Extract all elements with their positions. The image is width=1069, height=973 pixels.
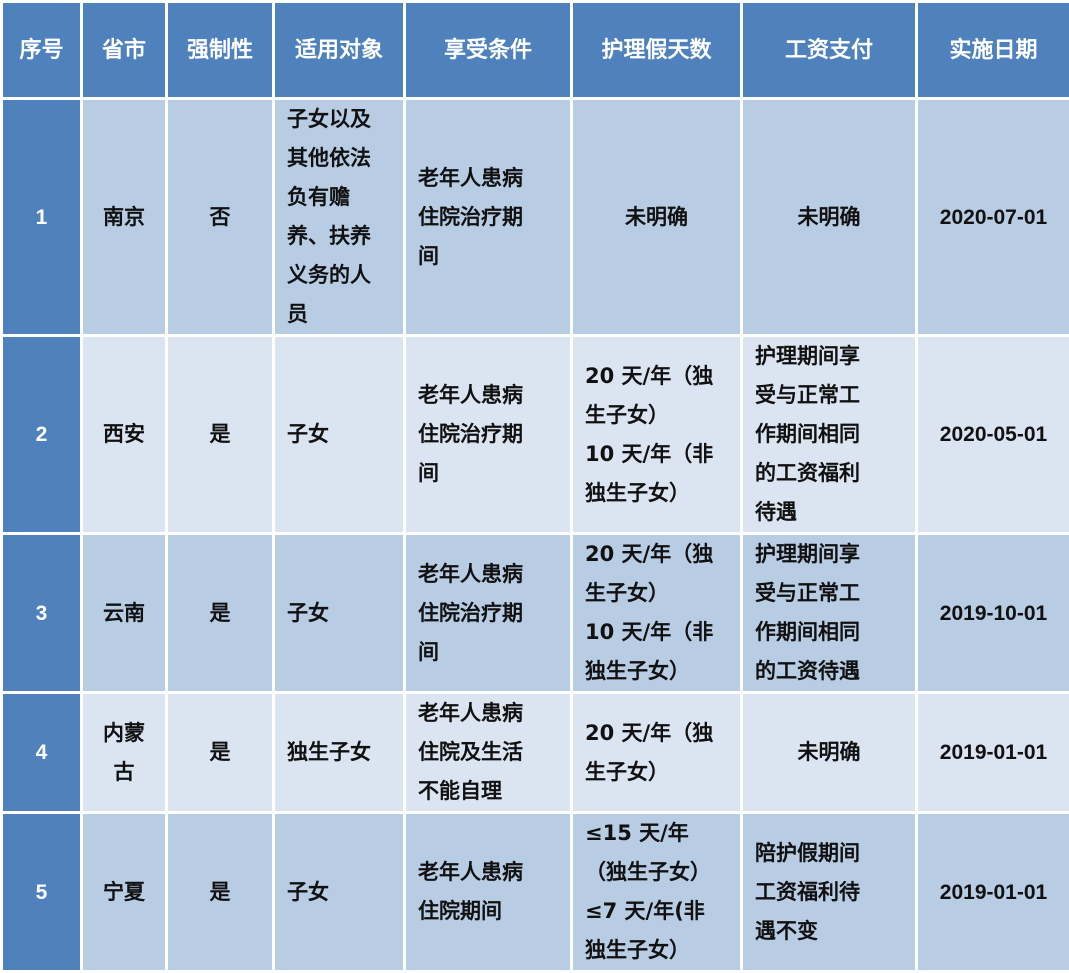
cell-city: 宁夏 [82, 813, 167, 972]
cell-salary: 护理期间享 受与正常工 作期间相同 的工资福利 待遇 [742, 336, 917, 534]
header-target: 适用对象 [274, 2, 405, 99]
cell-condition: 老年人患病 住院期间 [405, 813, 572, 972]
cell-no: 1 [2, 99, 82, 336]
table-row: 3 云南 是 子女 老年人患病 住院治疗期 间 20 天/年（独 生子女） 10… [2, 534, 1069, 693]
cell-target: 子女以及 其他依法 负有赡 养、扶养 义务的人 员 [274, 99, 405, 336]
cell-mandatory: 是 [167, 534, 274, 693]
cell-city: 内蒙 古 [82, 693, 167, 813]
cell-mandatory: 否 [167, 99, 274, 336]
cell-days: 20 天/年（独 生子女） 10 天/年（非 独生子女） [572, 336, 742, 534]
cell-condition: 老年人患病 住院治疗期 间 [405, 336, 572, 534]
cell-mandatory: 是 [167, 336, 274, 534]
cell-no: 5 [2, 813, 82, 972]
cell-date: 2019-01-01 [917, 693, 1069, 813]
cell-date: 2020-07-01 [917, 99, 1069, 336]
header-condition: 享受条件 [405, 2, 572, 99]
cell-target: 子女 [274, 813, 405, 972]
cell-mandatory: 是 [167, 813, 274, 972]
header-no: 序号 [2, 2, 82, 99]
cell-no: 3 [2, 534, 82, 693]
table-row: 1 南京 否 子女以及 其他依法 负有赡 养、扶养 义务的人 员 老年人患病 住… [2, 99, 1069, 336]
cell-condition: 老年人患病 住院及生活 不能自理 [405, 693, 572, 813]
table-row: 5 宁夏 是 子女 老年人患病 住院期间 ≤15 天/年 （独生子女） ≤7 天… [2, 813, 1069, 972]
header-date: 实施日期 [917, 2, 1069, 99]
cell-no: 4 [2, 693, 82, 813]
cell-salary: 护理期间享 受与正常工 作期间相同 的工资待遇 [742, 534, 917, 693]
table-row: 2 西安 是 子女 老年人患病 住院治疗期 间 20 天/年（独 生子女） 10… [2, 336, 1069, 534]
cell-target: 子女 [274, 534, 405, 693]
cell-mandatory: 是 [167, 693, 274, 813]
cell-city: 云南 [82, 534, 167, 693]
header-city: 省市 [82, 2, 167, 99]
header-salary: 工资支付 [742, 2, 917, 99]
cell-salary: 未明确 [742, 693, 917, 813]
cell-date: 2019-01-01 [917, 813, 1069, 972]
cell-target: 子女 [274, 336, 405, 534]
cell-days: 20 天/年（独 生子女） 10 天/年（非 独生子女） [572, 534, 742, 693]
cell-days: 20 天/年（独 生子女） [572, 693, 742, 813]
header-mandatory: 强制性 [167, 2, 274, 99]
cell-city: 西安 [82, 336, 167, 534]
cell-days: ≤15 天/年 （独生子女） ≤7 天/年(非 独生子女） [572, 813, 742, 972]
header-row: 序号 省市 强制性 适用对象 享受条件 护理假天数 工资支付 实施日期 [2, 2, 1069, 99]
cell-days: 未明确 [572, 99, 742, 336]
cell-city: 南京 [82, 99, 167, 336]
table-row: 4 内蒙 古 是 独生子女 老年人患病 住院及生活 不能自理 20 天/年（独 … [2, 693, 1069, 813]
cell-salary: 未明确 [742, 99, 917, 336]
cell-no: 2 [2, 336, 82, 534]
cell-condition: 老年人患病 住院治疗期 间 [405, 534, 572, 693]
cell-salary: 陪护假期间 工资福利待 遇不变 [742, 813, 917, 972]
cell-condition: 老年人患病 住院治疗期 间 [405, 99, 572, 336]
cell-date: 2020-05-01 [917, 336, 1069, 534]
cell-date: 2019-10-01 [917, 534, 1069, 693]
cell-target: 独生子女 [274, 693, 405, 813]
header-days: 护理假天数 [572, 2, 742, 99]
